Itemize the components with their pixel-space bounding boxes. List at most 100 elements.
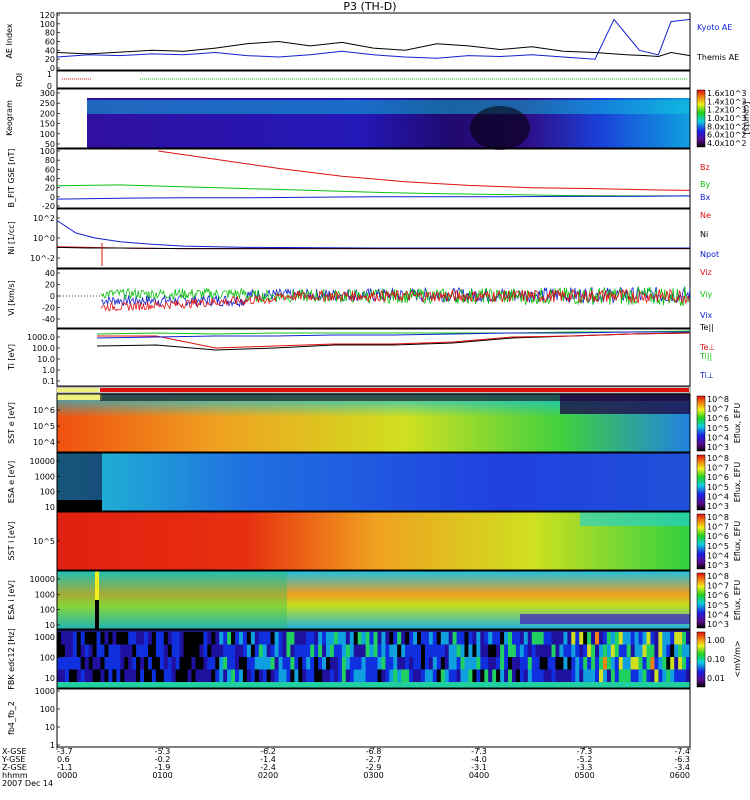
fbk-cell xyxy=(670,657,675,670)
fbk-cell xyxy=(638,657,643,670)
velocity-tick-label: 20 xyxy=(45,281,55,290)
fbk-cell xyxy=(144,657,149,670)
fbk-cell xyxy=(96,632,101,645)
fbk-cell xyxy=(393,657,398,670)
fbk2-ylabel: fb4_fb_2 xyxy=(7,701,16,735)
fbk-cell xyxy=(559,644,564,657)
fbk-cb-tick: 1.00 xyxy=(707,636,725,645)
fbk-cell xyxy=(547,669,552,682)
fbk-tick-label: 100 xyxy=(40,654,55,663)
esa-e-low-energy-gap xyxy=(57,500,102,511)
fbk-cell xyxy=(211,669,216,682)
fbk-cell xyxy=(417,644,422,657)
fbk-cell xyxy=(80,657,85,670)
fbk-cell xyxy=(547,657,552,670)
fbk-cell xyxy=(535,644,540,657)
density-tick-label: 10^0 xyxy=(33,234,55,243)
fbk-cell xyxy=(606,632,612,645)
panel-fbk: FBK edc12 [Hz] 1000 100 10 1.00 0.10 0.01 <m… xyxy=(7,628,742,689)
legend-themis-ae: Themis AE xyxy=(696,53,739,62)
fbk-cell xyxy=(310,632,315,645)
keogram-cb-tick: 1.0x10^3 xyxy=(707,114,746,123)
fbk-cell xyxy=(274,632,279,645)
fbk-cell xyxy=(417,632,422,645)
temperature-series-green xyxy=(96,330,691,335)
fbk-cell xyxy=(496,632,501,645)
fbk-cell xyxy=(270,644,275,657)
fbk-cell xyxy=(330,632,335,645)
fbk-cell xyxy=(128,657,133,670)
temperature-tick-label: 1.0 xyxy=(42,366,55,375)
fbk-cell xyxy=(492,669,497,682)
fbk-cell xyxy=(440,669,446,682)
fbk-cell xyxy=(120,632,125,645)
legend-ti-perp: Ti⊥ xyxy=(699,371,714,380)
fbk-cell xyxy=(678,644,683,657)
fbk-cell xyxy=(159,632,165,645)
bfield-series-bx xyxy=(56,195,691,200)
fbk-cell xyxy=(650,669,655,682)
fbk-colorbar-ticks: 1.00 0.10 0.01 xyxy=(707,636,725,683)
fbk-cell xyxy=(199,644,204,657)
bfield-tick-label: 60 xyxy=(45,165,55,174)
fbk-cell xyxy=(515,669,521,682)
fbk-cell xyxy=(614,644,620,657)
fbk-cell xyxy=(424,644,430,657)
fbk-cell xyxy=(163,632,169,645)
fbk-cell xyxy=(658,644,663,657)
fbk-cell xyxy=(183,669,188,682)
fbk-cell xyxy=(195,669,200,682)
fbk-cell xyxy=(373,632,378,645)
fbk-cell xyxy=(630,657,635,670)
fbk-cell xyxy=(424,669,430,682)
fbk-cell xyxy=(642,644,647,657)
fbk-cell xyxy=(389,632,394,645)
esa-i-low-band xyxy=(520,614,690,624)
fbk-cell xyxy=(258,669,264,682)
fbk-cell xyxy=(432,669,438,682)
sst-i-cb-tick: 10^7 xyxy=(707,523,729,532)
fbk-cell xyxy=(258,657,264,670)
fbk-cell xyxy=(345,669,351,682)
fbk-cell xyxy=(421,644,426,657)
fbk-cell xyxy=(500,632,505,645)
fbk-cell xyxy=(219,657,224,670)
fbk-cell xyxy=(92,632,97,645)
fbk-cell xyxy=(132,669,137,682)
panel-velocity: Vi [km/s] 40 20 0 -20 -40 Viz Viy Vix xyxy=(7,268,713,329)
fbk-cell xyxy=(393,644,398,657)
keogram-colorbar-ticks: 1.6x10^31.4x10^31.2x10^31.0x10^38.0x10^2… xyxy=(707,89,746,148)
fbk-cell xyxy=(591,657,596,670)
fbk-cell xyxy=(341,644,347,657)
fbk-cell xyxy=(587,657,592,670)
legend-vix: Vix xyxy=(700,311,713,320)
fbk-cell xyxy=(630,644,635,657)
fbk-cell xyxy=(266,657,271,670)
fbk-cell xyxy=(128,632,133,645)
fbk-cell xyxy=(61,632,66,645)
fbk-cell xyxy=(92,669,97,682)
fbk-cell xyxy=(246,632,252,645)
sst-e-yellow-cap xyxy=(57,394,102,400)
plot-title: P3 (TH-D) xyxy=(343,0,396,13)
sst-i-cb-tick: 10^6 xyxy=(707,532,729,541)
fbk-cell xyxy=(187,644,192,657)
fbk-cell xyxy=(654,632,659,645)
time-column-value: -1.9 xyxy=(155,763,171,772)
fbk-cell xyxy=(535,669,540,682)
fbk-cell xyxy=(116,657,121,670)
keogram-cb-tick: 1.6x10^3 xyxy=(707,89,746,98)
fbk-cell xyxy=(191,669,196,682)
fbk-cell xyxy=(96,644,101,657)
fbk-cell xyxy=(223,669,228,682)
fbk-cell xyxy=(567,644,572,657)
fbk-cell xyxy=(583,657,588,670)
fbk-cell xyxy=(678,669,683,682)
fbk-cell xyxy=(666,632,671,645)
esa-e-cb-tick: 10^7 xyxy=(707,464,729,473)
keogram-cb-tick: 1.4x10^3 xyxy=(707,97,746,106)
panel-temperature: Ti [eV] 1000.0 100.0 10.0 1.0 0.1 Te|| Te⊥ T… xyxy=(7,323,715,387)
sst-i-tick-label: 10^5 xyxy=(33,537,55,546)
temperature-tick-label: 10.0 xyxy=(37,355,55,364)
